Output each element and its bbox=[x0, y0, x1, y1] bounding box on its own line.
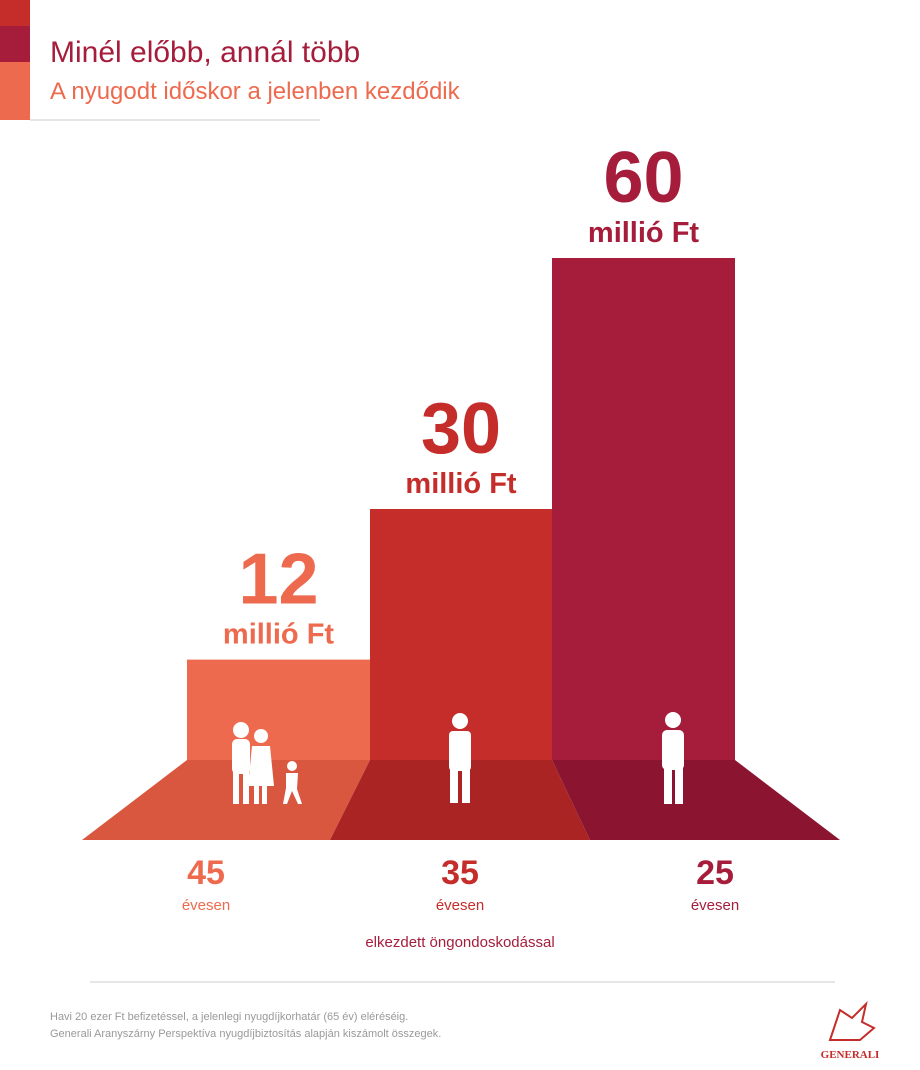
category-label: 45 bbox=[187, 854, 225, 892]
value-unit: millió Ft bbox=[223, 619, 335, 651]
footnote: Generali Aranyszárny Perspektíva nyugdíj… bbox=[50, 1028, 441, 1040]
figures bbox=[232, 712, 684, 804]
category-unit: évesen bbox=[691, 897, 739, 914]
floor bbox=[552, 760, 840, 840]
floor bbox=[330, 760, 590, 840]
chart-title: Minél előbb, annál több bbox=[50, 36, 360, 69]
category-unit: évesen bbox=[182, 897, 230, 914]
value-unit: millió Ft bbox=[588, 217, 700, 249]
header-strip bbox=[0, 62, 30, 120]
value-unit: millió Ft bbox=[405, 468, 517, 500]
logo: GENERALI bbox=[821, 1000, 880, 1061]
logo-text: GENERALI bbox=[821, 1049, 880, 1061]
family-icon bbox=[232, 722, 302, 804]
value-label: 60 bbox=[603, 138, 683, 218]
header-strip bbox=[0, 0, 30, 26]
category-unit: évesen bbox=[436, 897, 484, 914]
category-label: 25 bbox=[696, 854, 734, 892]
bar bbox=[187, 659, 370, 760]
x-axis-label: elkezdett öngondoskodással bbox=[365, 934, 554, 951]
category-label: 35 bbox=[441, 854, 479, 892]
value-label: 12 bbox=[238, 540, 318, 620]
young-man-icon bbox=[662, 712, 684, 804]
bar bbox=[552, 258, 735, 760]
chart-subtitle: A nyugodt időskor a jelenben kezdődik bbox=[50, 78, 461, 105]
header-strip bbox=[0, 26, 30, 62]
value-label: 30 bbox=[421, 389, 501, 469]
floor bbox=[82, 760, 370, 840]
man-icon bbox=[449, 713, 471, 803]
footnote: Havi 20 ezer Ft befizetéssel, a jelenleg… bbox=[50, 1011, 408, 1023]
